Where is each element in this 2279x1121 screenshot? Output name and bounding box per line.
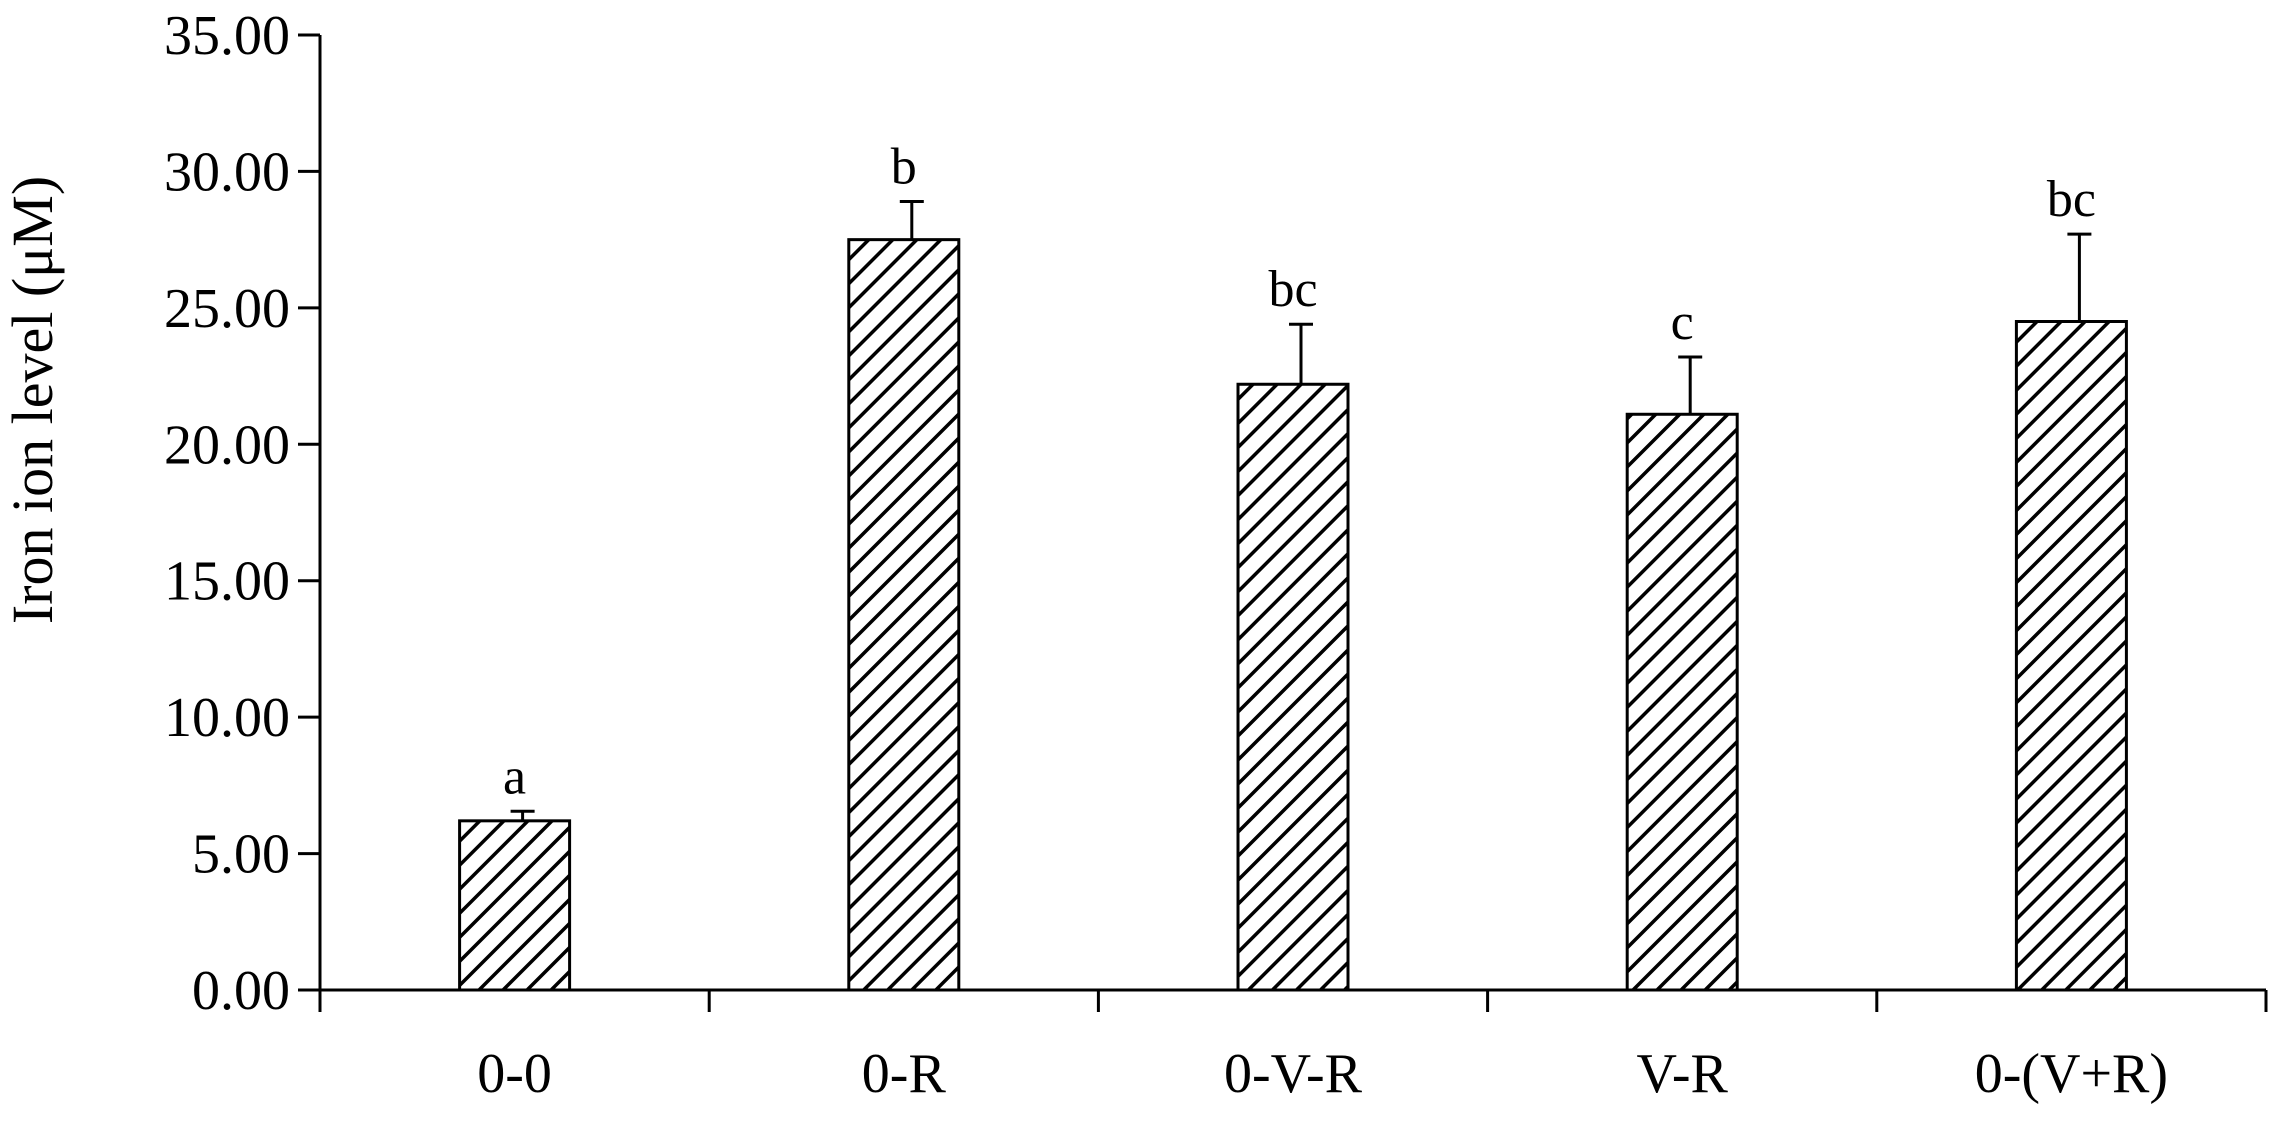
significance-label: b (891, 138, 917, 195)
y-tick-label: 0.00 (192, 960, 290, 1022)
y-tick-label: 15.00 (164, 551, 290, 613)
x-tick-label: 0-(V+R) (1975, 1043, 2168, 1105)
y-tick-label: 10.00 (164, 687, 290, 749)
axes (298, 33, 2268, 1012)
significance-label: bc (2047, 171, 2096, 228)
bar (458, 819, 572, 992)
significance-label: a (503, 748, 526, 805)
y-tick-label: 25.00 (164, 278, 290, 340)
y-tick-label: 20.00 (164, 414, 290, 476)
bar (1625, 412, 1739, 992)
x-tick-label: 0-R (862, 1043, 947, 1105)
y-tick-label: 5.00 (192, 824, 290, 886)
significance-label: c (1671, 294, 1694, 351)
y-tick-label: 35.00 (164, 5, 290, 67)
y-axis-title: Iron ion level (μM) (0, 176, 65, 624)
x-tick-label: 0-0 (477, 1043, 552, 1105)
significance-label: bc (1268, 261, 1317, 318)
bar (847, 238, 961, 992)
x-tick-label: V-R (1637, 1043, 1729, 1105)
bars (458, 199, 2128, 992)
bar (1236, 382, 1350, 992)
labels: 0.00 5.00 10.00 15.00 20.00 25.00 30.00 35.00 a 0… (164, 5, 2168, 1105)
x-tick-label: 0-V-R (1224, 1043, 1363, 1105)
bar (2014, 320, 2128, 992)
y-tick-label: 30.00 (164, 141, 290, 203)
